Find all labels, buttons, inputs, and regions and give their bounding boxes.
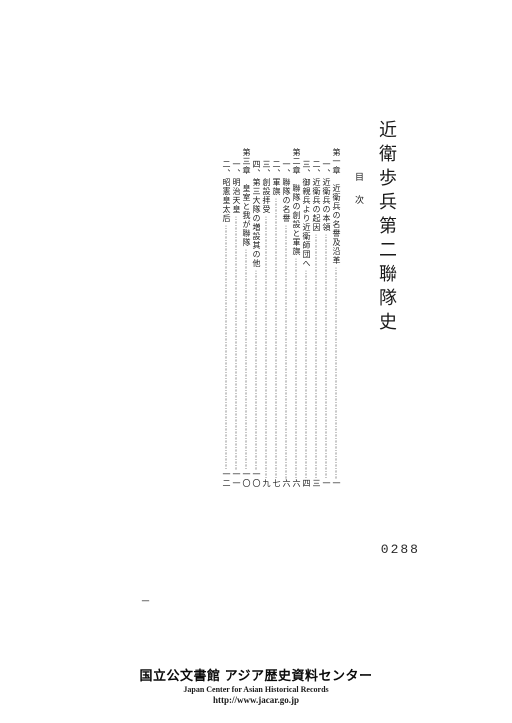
toc-entry: 二、昭憲皇太后一二 bbox=[222, 160, 230, 488]
toc-entry-label: 二、軍旗 bbox=[272, 160, 280, 196]
toc-entry-label: 第三章 皇室と我が聯隊 bbox=[242, 148, 250, 247]
toc-entry-label: 二、近衛兵の起因 bbox=[312, 160, 320, 232]
toc-entry-page: 一 bbox=[322, 479, 330, 488]
archive-stamp-number: 0288 bbox=[381, 542, 420, 557]
toc-leader-dots bbox=[302, 268, 310, 479]
toc-entry-page: 一二 bbox=[222, 470, 230, 488]
page-marker: 一 bbox=[140, 597, 151, 605]
toc-leader-dots bbox=[332, 265, 340, 479]
toc-leader-dots bbox=[322, 232, 330, 479]
toc-entry: 三、御親兵より近衛師団へ四 bbox=[302, 160, 310, 488]
toc-entry: 一、聯隊の名譽六 bbox=[282, 160, 290, 488]
footer-org-en: Japan Center for Asian Historical Record… bbox=[0, 685, 512, 694]
toc-entry-page: 六 bbox=[292, 479, 300, 488]
toc-entry: 一、近衛兵の本領一 bbox=[322, 160, 330, 488]
toc-leader-dots bbox=[242, 247, 250, 470]
toc-entry-label: 第一章 近衛兵の名譽及沿革 bbox=[332, 148, 340, 265]
toc-entry: 第三章 皇室と我が聯隊一〇 bbox=[242, 148, 250, 488]
toc-entry: 四、第三大隊の増設其の他一〇 bbox=[252, 160, 260, 488]
toc-leader-dots bbox=[282, 223, 290, 479]
toc-entry-page: 一一 bbox=[232, 470, 240, 488]
toc-heading: 目次 bbox=[353, 172, 366, 218]
toc-entry-page: 三 bbox=[312, 479, 320, 488]
toc-entry: 第二章 聯隊の創設と軍旗六 bbox=[292, 148, 300, 488]
toc-entry: 第一章 近衛兵の名譽及沿革一 bbox=[332, 148, 340, 488]
toc-entry-page: 六 bbox=[282, 479, 290, 488]
toc-entry-label: 四、第三大隊の増設其の他 bbox=[252, 160, 260, 268]
toc-entry-page: 四 bbox=[302, 479, 310, 488]
footer-org-jp: 国立公文書館 アジア歴史資料センター bbox=[0, 665, 512, 684]
toc-leader-dots bbox=[312, 232, 320, 479]
archive-footer: 国立公文書館 アジア歴史資料センター Japan Center for Asia… bbox=[0, 665, 512, 705]
toc-entry: 二、近衛兵の起因三 bbox=[312, 160, 320, 488]
toc-entry: 一、明治天皇一一 bbox=[232, 160, 240, 488]
toc-leader-dots bbox=[252, 268, 260, 470]
document-title: 近衛歩兵第二聯隊史 bbox=[374, 120, 400, 336]
toc-entry-label: 一、明治天皇 bbox=[232, 160, 240, 214]
toc-entry-page: 七 bbox=[272, 479, 280, 488]
page-area: 近衛歩兵第二聯隊史 目次 第一章 近衛兵の名譽及沿革一一、近衛兵の本領一二、近衛… bbox=[140, 120, 400, 600]
toc-entry: 三、創設拝受九 bbox=[262, 160, 270, 488]
toc-leader-dots bbox=[222, 223, 230, 470]
toc-entry-label: 二、昭憲皇太后 bbox=[222, 160, 230, 223]
toc-entry-page: 一 bbox=[332, 479, 340, 488]
toc-entry-label: 一、聯隊の名譽 bbox=[282, 160, 290, 223]
toc-entry-label: 三、創設拝受 bbox=[262, 160, 270, 214]
toc-leader-dots bbox=[292, 256, 300, 479]
toc-entry-page: 一〇 bbox=[242, 470, 250, 488]
footer-url: http://www.jacar.go.jp bbox=[0, 695, 512, 705]
toc-entry-page: 九 bbox=[262, 479, 270, 488]
toc-leader-dots bbox=[232, 214, 240, 470]
toc-entry-label: 第二章 聯隊の創設と軍旗 bbox=[292, 148, 300, 256]
toc-entry-label: 三、御親兵より近衛師団へ bbox=[302, 160, 310, 268]
toc-entry: 二、軍旗七 bbox=[272, 160, 280, 488]
toc-entry-page: 一〇 bbox=[252, 470, 260, 488]
toc-container: 第一章 近衛兵の名譽及沿革一一、近衛兵の本領一二、近衛兵の起因三三、御親兵より近… bbox=[222, 148, 340, 488]
toc-entry-label: 一、近衛兵の本領 bbox=[322, 160, 330, 232]
toc-leader-dots bbox=[272, 196, 280, 479]
toc-leader-dots bbox=[262, 214, 270, 479]
